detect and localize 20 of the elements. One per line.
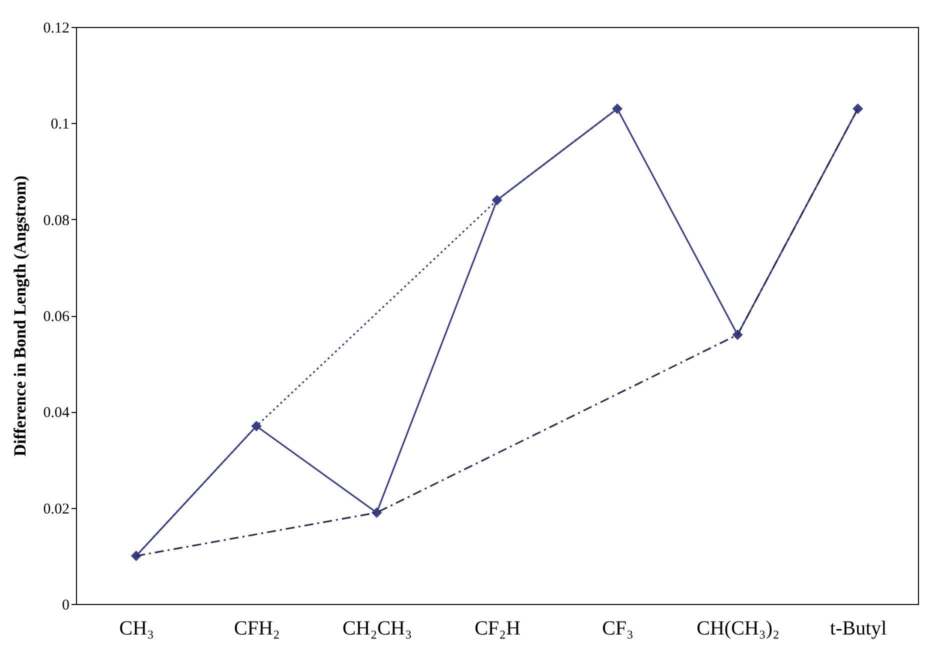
point [492, 194, 502, 206]
point [251, 420, 262, 432]
x-tick-label: CH₃ [119, 618, 154, 640]
x-tick-label: CFH₂ [234, 618, 280, 640]
x-tick-label: CF₂H [474, 618, 520, 640]
y-tick-label: 0.06 [43, 309, 70, 325]
y-tick-label: 0 [62, 598, 70, 614]
x-tick-label: CH(CH₃)₂ [696, 618, 780, 640]
y-tick-label: 0.08 [43, 212, 70, 229]
y-tick-label: 0.1 [50, 116, 70, 133]
x-tick-label: CF₃ [602, 618, 634, 640]
point [852, 104, 864, 114]
y-tick-label: 0.04 [43, 405, 70, 422]
y-tick-label: 0.02 [43, 501, 70, 518]
x-tick-label: CH₂CH₃ [342, 618, 412, 640]
point [612, 104, 623, 114]
y-axis-title: Difference in Bond Length (Angstrom) [10, 176, 30, 456]
point [371, 507, 382, 518]
x-tick-label: t-Butyl [830, 618, 888, 640]
y-tick-label: 0.12 [43, 20, 70, 36]
